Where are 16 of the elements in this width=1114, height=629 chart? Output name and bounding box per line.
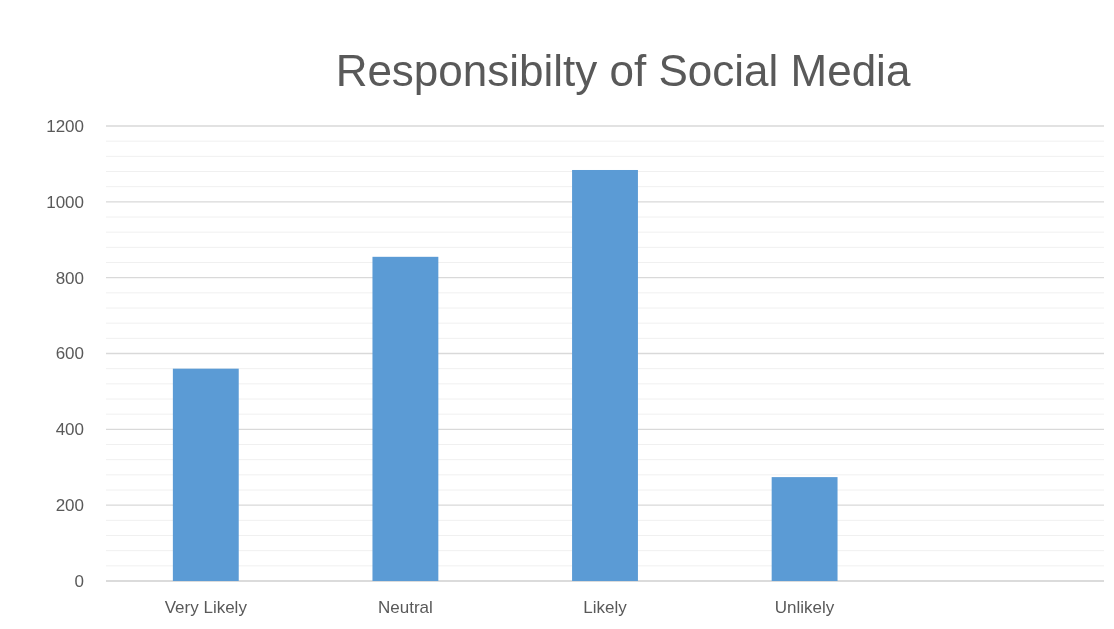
bar [372,256,439,581]
y-tick-label: 1000 [46,192,84,212]
chart-title: Responsibilty of Social Media [335,46,911,95]
y-tick-label: 800 [55,268,84,288]
x-tick-label: Neutral [377,598,433,617]
y-tick-label: 200 [55,496,84,516]
x-tick-label: Very Likely [164,598,248,617]
y-tick-label: 400 [55,420,84,440]
bar [572,169,638,581]
bar [771,477,838,581]
bar [172,368,239,581]
y-tick-label: 0 [74,571,84,591]
y-tick-label: 600 [55,344,84,364]
x-tick-label: Likely [583,598,628,617]
x-tick-label: Unlikely [774,598,835,617]
y-tick-label: 1200 [46,116,84,136]
